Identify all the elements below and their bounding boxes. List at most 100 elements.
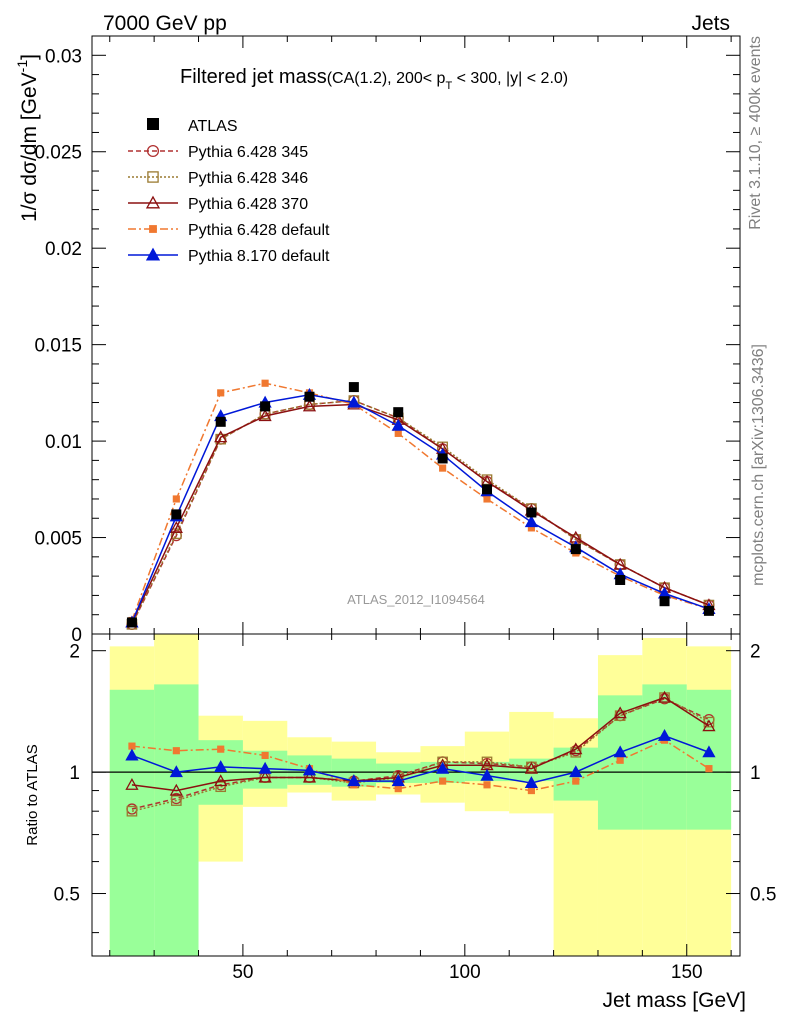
legend-label-pythia-6-428-345: Pythia 6.428 345 xyxy=(188,144,308,161)
series-point-pythia-8-170-default xyxy=(347,395,361,408)
legend-marker-pythia-6-428-default xyxy=(149,225,157,233)
ratio-point-pythia-6-428-default xyxy=(616,756,624,764)
ratio-line-pythia-8-170-default xyxy=(131,735,710,784)
x-axis-label: Jet mass [GeV] xyxy=(602,989,746,1012)
ratio-point-pythia-6-428-default xyxy=(572,777,580,785)
ratio-point-pythia-6-428-346 xyxy=(126,805,138,817)
ratio-point-pythia-6-428-370 xyxy=(169,783,183,796)
series-point-pythia-6-428-default xyxy=(483,495,491,503)
ratio-point-pythia-6-428-default xyxy=(705,765,713,773)
data-point-atlas xyxy=(703,605,714,616)
series-point-pythia-6-428-default xyxy=(527,524,535,532)
y-tick-label: 0.01 xyxy=(45,432,82,453)
data-point-atlas xyxy=(659,596,670,607)
ratio-point-pythia-6-428-370 xyxy=(702,719,716,732)
data-point-atlas xyxy=(526,507,537,518)
y-tick-label: 0.015 xyxy=(34,336,82,357)
series-point-pythia-6-428-default xyxy=(439,464,447,472)
y-tick-label: 0.03 xyxy=(45,46,82,67)
y-tick-label: 0 xyxy=(71,625,82,646)
ratio-line-pythia-6-428-370 xyxy=(131,696,710,792)
data-point-atlas xyxy=(260,401,271,412)
ratio-point-pythia-6-428-346 xyxy=(481,756,493,768)
ratio-point-pythia-6-428-370 xyxy=(125,777,139,790)
ratio-point-pythia-8-170-default xyxy=(391,774,405,787)
ratio-tick-label: 2 xyxy=(69,642,80,663)
legend-marker-pythia-6-428-345 xyxy=(146,144,160,158)
ratio-point-pythia-8-170-default xyxy=(569,765,583,778)
series-line-pythia-6-428-346 xyxy=(131,399,710,625)
ratio-point-pythia-8-170-default xyxy=(524,776,539,788)
ratio-tick-label: 0.5 xyxy=(750,885,776,906)
x-tick-label: 50 xyxy=(232,962,253,983)
ratio-point-pythia-8-170-default xyxy=(302,763,317,776)
plot-title: Filtered jet mass(CA(1.2), 200< pT < 300… xyxy=(180,66,568,92)
ratio-line-pythia-6-428-default xyxy=(131,739,710,792)
x-tick-label: 100 xyxy=(449,962,481,983)
ratio-plot-frame xyxy=(91,633,741,957)
series-point-pythia-6-428-370 xyxy=(169,521,183,533)
series-point-pythia-6-428-370 xyxy=(302,399,317,412)
x-tick-label: 150 xyxy=(671,962,703,983)
ratio-point-pythia-6-428-370 xyxy=(524,761,539,774)
data-point-atlas xyxy=(615,574,626,585)
ratio-point-pythia-8-170-default xyxy=(169,765,183,778)
legend-label-pythia-6-428-default: Pythia 6.428 default xyxy=(188,222,330,239)
ratio-point-pythia-6-428-default xyxy=(261,751,269,759)
legend: ATLAS Pythia 6.428 345 Pythia 6.428 346 Pyt… xyxy=(128,118,330,265)
ratio-point-pythia-8-170-default xyxy=(613,745,627,758)
ratio-plot-area: 50 100 150 0.5 0.5 1 1 2 2 xyxy=(54,633,776,983)
ratio-point-pythia-6-428-370 xyxy=(214,774,228,787)
ratio-point-pythia-8-170-default xyxy=(702,745,716,758)
ratio-line-pythia-6-428-345 xyxy=(131,697,710,810)
ratio-y-axis-label: Ratio to ATLAS xyxy=(24,744,41,845)
ratio-tick-label: 1 xyxy=(69,763,80,784)
ratio-point-pythia-6-428-default xyxy=(217,745,225,753)
ratio-point-pythia-8-170-default xyxy=(125,748,139,761)
ratio-point-pythia-6-428-default xyxy=(527,786,535,795)
header-left: 7000 GeV pp xyxy=(103,12,227,35)
ratio-point-pythia-8-170-default xyxy=(436,761,450,774)
ratio-point-pythia-8-170-default xyxy=(258,761,272,774)
ratio-point-pythia-6-428-346 xyxy=(703,716,715,728)
legend-marker-pythia-6-428-346 xyxy=(147,171,159,183)
series-point-pythia-6-428-default xyxy=(261,379,269,387)
series-point-pythia-6-428-default xyxy=(217,389,225,397)
uncertainty-band-green xyxy=(109,689,155,956)
ratio-point-pythia-8-170-default xyxy=(480,768,494,781)
ratio-point-pythia-6-428-default xyxy=(439,777,447,785)
ratio-tick-label: 2 xyxy=(750,642,761,663)
legend-marker-pythia-8-170-default xyxy=(145,247,161,261)
data-point-atlas xyxy=(570,544,581,555)
data-point-atlas xyxy=(304,391,315,402)
uncertainty-band-green xyxy=(154,684,199,956)
main-y-axis-label: 1/σ dσ/dm [GeV-1] xyxy=(14,54,41,222)
side-label-rivet: Rivet 3.1.10, ≥ 400k events xyxy=(747,36,764,230)
data-point-atlas xyxy=(215,416,226,427)
ratio-point-pythia-6-428-370 xyxy=(613,706,627,719)
ratio-point-pythia-6-428-370 xyxy=(657,690,672,703)
legend-marker-atlas xyxy=(147,118,159,130)
main-plot-area: 0 0.005 0.01 0.015 0.02 0.025 0.03 xyxy=(34,35,741,646)
ratio-point-pythia-6-428-370 xyxy=(569,742,583,755)
series-point-pythia-8-170-default xyxy=(524,515,539,528)
data-point-atlas xyxy=(482,484,493,495)
ratio-point-pythia-6-428-default xyxy=(394,785,402,793)
ratio-point-pythia-8-170-default xyxy=(347,774,361,787)
series-point-pythia-6-428-370 xyxy=(258,409,272,422)
data-point-atlas xyxy=(126,617,137,628)
watermark: ATLAS_2012_I1094564 xyxy=(347,592,485,607)
side-label-mcplots: mcplots.cern.ch [arXiv:1306.3436] xyxy=(750,344,767,586)
ratio-tick-label: 0.5 xyxy=(54,885,80,906)
legend-label-atlas: ATLAS xyxy=(188,118,238,135)
ratio-point-pythia-6-428-370 xyxy=(258,770,272,783)
uncertainty-band-green xyxy=(642,684,687,830)
header-right: Jets xyxy=(691,12,730,35)
data-point-atlas xyxy=(171,509,182,520)
ratio-point-pythia-6-428-default xyxy=(172,747,180,755)
y-tick-label: 0.02 xyxy=(45,239,82,260)
ratio-point-pythia-6-428-346 xyxy=(215,781,227,793)
data-point-atlas xyxy=(393,407,404,418)
series-line-pythia-6-428-default xyxy=(131,382,710,621)
